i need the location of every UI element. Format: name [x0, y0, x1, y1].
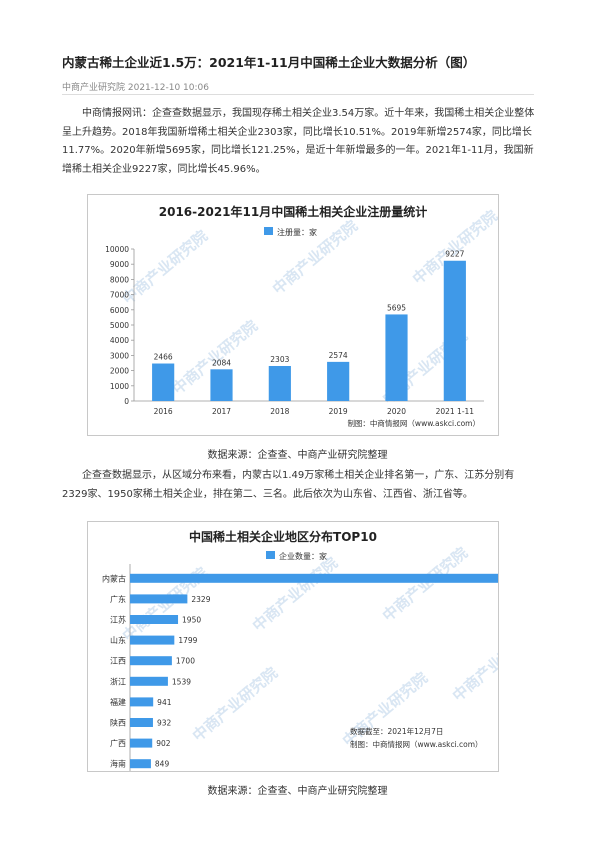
paragraph-1: 中商情报网讯：企查查数据显示，我国现存稀土相关企业3.54万家。近十年来，我国稀… [62, 108, 535, 175]
y-tick-label: 陕西 [110, 718, 126, 728]
y-tick-label: 江苏 [110, 615, 126, 625]
article-title: 内蒙古稀土企业近1.5万：2021年1-11月中国稀土企业大数据分析（图） [62, 55, 476, 70]
watermark-text: 中商产业研究院 [119, 227, 211, 308]
y-tick-label: 江西 [110, 657, 126, 666]
bar [130, 656, 172, 666]
y-tick-label: 广东 [110, 594, 126, 604]
bar [130, 718, 153, 727]
data-label: 1950 [182, 616, 201, 625]
data-label: 2466 [154, 353, 173, 362]
x-tick-label: 2017 [212, 407, 231, 416]
x-tick-label: 2021 1-11 [436, 407, 475, 416]
y-tick-label: 浙江 [110, 676, 126, 686]
bar [130, 738, 153, 748]
bar [152, 363, 175, 401]
data-label: 2303 [270, 355, 289, 364]
x-tick-label: 2016 [154, 407, 173, 416]
data-label: 2084 [212, 358, 231, 367]
y-tick-label: 2000 [110, 367, 129, 376]
y-tick-label: 7000 [110, 291, 129, 300]
chart-registrations: 中商产业研究院 中商产业研究院 中商产业研究院 中商产业研究院 中商产业研究院 2016-… [87, 194, 501, 436]
y-tick-label: 海南 [110, 759, 126, 769]
bar [130, 676, 168, 686]
y-tick-label: 9000 [110, 260, 129, 269]
bar [130, 759, 151, 769]
x-tick-label: 2018 [270, 407, 289, 416]
article-meta: 中商产业研究院 2021-12-10 10:06 [62, 83, 209, 93]
y-tick-label: 10000 [105, 245, 129, 254]
y-tick-label: 内蒙古 [102, 573, 126, 583]
x-tick-label: 2020 [387, 407, 406, 416]
watermark-text: 中商产业研究院 [379, 544, 471, 625]
y-tick-label: 福建 [110, 697, 126, 707]
data-label: 2574 [329, 351, 348, 360]
bar [130, 594, 188, 604]
data-label: 9227 [445, 250, 464, 259]
watermark-text: 中商产业研究院 [249, 554, 341, 635]
chart-regions: 中商产业研究院 中商产业研究院 中商产业研究院 中商产业研究院 中商产业研究院 中商产业研… [87, 521, 541, 774]
data-label: 932 [157, 719, 172, 728]
legend-swatch [266, 551, 275, 559]
data-date-note: 数据截至：2021年12月7日 [350, 726, 443, 736]
bar [385, 314, 408, 401]
bar [268, 365, 291, 401]
y-tick-label: 3000 [110, 351, 129, 360]
chart-title: 中国稀土相关企业地区分布TOP10 [189, 529, 377, 544]
bar [443, 260, 466, 401]
bar [130, 635, 175, 645]
data-label: 1539 [172, 677, 191, 686]
bar [130, 573, 498, 583]
y-tick-label: 4000 [110, 336, 129, 345]
data-label: 849 [155, 760, 170, 769]
data-label: 2329 [191, 595, 210, 604]
caption-1: 数据来源：企查查、中商产业研究院整理 [207, 450, 388, 461]
watermark-text: 中商产业研究院 [339, 669, 431, 750]
source-note: 制图：中商情报网（www.askci.com） [350, 739, 483, 749]
data-label: 941 [157, 698, 172, 707]
caption-2: 数据来源：企查查、中商产业研究院整理 [207, 786, 388, 797]
data-label: 1799 [178, 636, 197, 645]
data-label: 5695 [387, 303, 406, 312]
bar [210, 369, 233, 401]
legend-label: 注册量：家 [277, 227, 317, 237]
bar [130, 697, 154, 707]
divider [62, 94, 534, 95]
y-tick-label: 山东 [110, 635, 126, 645]
paragraph-2: 企查查数据显示，从区域分布来看，内蒙古以1.49万家稀土相关企业排名第一，广东、… [62, 470, 515, 500]
y-tick-label: 0 [124, 397, 129, 406]
data-label: 1700 [176, 657, 195, 666]
source-note: 制图：中商情报网（www.askci.com） [347, 418, 480, 428]
y-tick-label: 1000 [110, 382, 129, 391]
bar [327, 361, 350, 401]
watermark-text: 中商产业研究院 [449, 624, 498, 705]
y-tick-label: 广西 [110, 738, 126, 748]
bar [130, 615, 179, 624]
y-tick-label: 6000 [110, 306, 129, 315]
watermark-text: 中商产业研究院 [189, 664, 281, 745]
x-tick-label: 2019 [329, 407, 348, 416]
y-tick-label: 5000 [110, 321, 129, 330]
legend-label: 企业数量：家 [279, 551, 327, 561]
data-label: 902 [156, 739, 171, 748]
y-tick-label: 8000 [110, 275, 129, 284]
legend-swatch [264, 227, 273, 235]
chart-title: 2016-2021年11月中国稀土相关企业注册量统计 [159, 204, 427, 219]
